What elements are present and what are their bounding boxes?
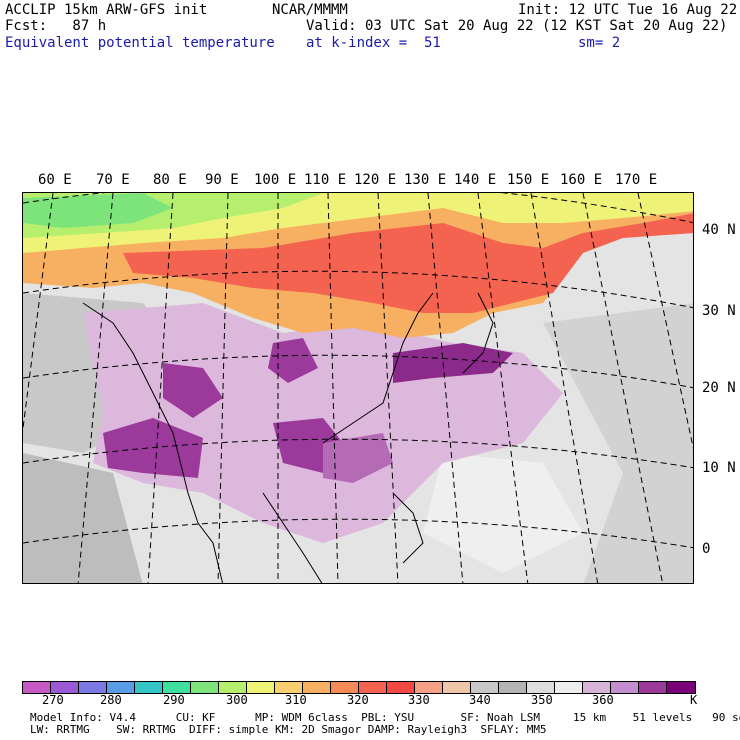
- center-label: NCAR/MMMM: [272, 2, 348, 18]
- green-region: [23, 193, 173, 228]
- map-panel: [22, 192, 694, 584]
- lon-grid-line: [427, 193, 464, 583]
- colorbar-swatch: [415, 682, 443, 693]
- lon-grid-line: [377, 193, 399, 583]
- coastline: [392, 492, 424, 564]
- lon-label: 100 E: [254, 172, 297, 188]
- coastline: [262, 492, 323, 583]
- colorbar-label: 280: [100, 693, 122, 707]
- colorbar-label: 320: [347, 693, 369, 707]
- colorbar-swatch: [471, 682, 499, 693]
- lon-grid-line: [23, 193, 54, 433]
- colorbar-swatch: [23, 682, 51, 693]
- lon-label: 170 E: [615, 172, 658, 188]
- colorbar-swatch: [667, 682, 695, 693]
- colorbar-swatch: [555, 682, 583, 693]
- colorbar-swatch: [499, 682, 527, 693]
- lon-grid-line: [477, 193, 529, 583]
- init-time: Init: 12 UTC Tue 16 Aug 22: [518, 2, 738, 18]
- colorbar-swatch: [191, 682, 219, 693]
- colorbar-swatch: [527, 682, 555, 693]
- model-info-line2: LW: RRTMG SW: RRTMG DIFF: simple KM: 2D …: [30, 723, 547, 736]
- colorbar-label: 270: [42, 693, 64, 707]
- colorbar-swatch: [107, 682, 135, 693]
- lon-label: 120 E: [354, 172, 397, 188]
- grey-region: [543, 303, 693, 583]
- coastline: [322, 292, 434, 444]
- colorbar-swatch: [51, 682, 79, 693]
- coastline: [82, 302, 224, 583]
- lon-grid-line: [147, 193, 174, 583]
- colorbar-swatch: [303, 682, 331, 693]
- lon-label: 90 E: [205, 172, 239, 188]
- lon-grid-line: [530, 193, 599, 583]
- level-index: at k-index = 51: [306, 35, 441, 51]
- medium-purple-region: [323, 433, 393, 483]
- colorbar-swatch: [387, 682, 415, 693]
- light-region: [423, 453, 583, 573]
- dark-purple-region: [163, 363, 223, 418]
- colorbar-swatch: [275, 682, 303, 693]
- lon-label: 140 E: [454, 172, 497, 188]
- colorbar-swatch: [443, 682, 471, 693]
- forecast-hour: Fcst: 87 h: [5, 18, 107, 34]
- lon-label: 130 E: [404, 172, 447, 188]
- lon-label: 150 E: [507, 172, 550, 188]
- red-region: [123, 213, 693, 313]
- valid-time: Valid: 03 UTC Sat 20 Aug 22 (12 KST Sat …: [306, 18, 728, 34]
- lon-label: 60 E: [38, 172, 72, 188]
- lon-label: 80 E: [153, 172, 187, 188]
- lon-grid-line: [327, 193, 339, 583]
- lon-label: 70 E: [96, 172, 130, 188]
- colorbar-swatch: [163, 682, 191, 693]
- lon-label: 160 E: [560, 172, 603, 188]
- coastline: [462, 292, 494, 374]
- colorbar-label: 350: [531, 693, 553, 707]
- colorbar-label: 300: [226, 693, 248, 707]
- model-title: ACCLIP 15km ARW-GFS init: [5, 2, 208, 18]
- lat-label: 30 N: [702, 303, 736, 319]
- lon-grid-line: [77, 193, 114, 583]
- lat-label: 40 N: [702, 222, 736, 238]
- lat-label: 10 N: [702, 460, 736, 476]
- colorbar-unit: K: [690, 693, 698, 707]
- colorbar-swatch: [79, 682, 107, 693]
- lon-grid-line: [637, 193, 693, 450]
- lon-grid-line: [217, 193, 229, 583]
- lon-label: 110 E: [304, 172, 347, 188]
- colorbar-label: 340: [469, 693, 491, 707]
- dark-purple-region: [268, 338, 318, 383]
- lat-label: 0: [702, 541, 711, 557]
- colorbar-swatch: [583, 682, 611, 693]
- theta-e-map: [23, 193, 693, 583]
- lon-grid-line: [582, 193, 664, 583]
- lat-label: 20 N: [702, 380, 736, 396]
- colorbar-swatch: [611, 682, 639, 693]
- colorbar-swatch: [359, 682, 387, 693]
- colorbar-swatch: [247, 682, 275, 693]
- colorbar-swatch: [135, 682, 163, 693]
- colorbar-label: 360: [592, 693, 614, 707]
- colorbar-swatch: [331, 682, 359, 693]
- model-info-line1: Model Info: V4.4 CU: KF MP: WDM 6class P…: [30, 711, 740, 724]
- colorbar-label: 310: [285, 693, 307, 707]
- field-name: Equivalent potential temperature: [5, 35, 275, 51]
- colorbar-label: 330: [408, 693, 430, 707]
- colorbar: [22, 681, 696, 694]
- colorbar-swatch: [639, 682, 667, 693]
- colorbar-label: 290: [163, 693, 185, 707]
- grey-region: [23, 453, 143, 583]
- smoothing: sm= 2: [578, 35, 621, 51]
- colorbar-swatch: [219, 682, 247, 693]
